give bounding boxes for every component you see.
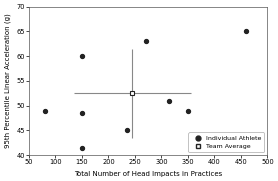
Point bbox=[125, 129, 129, 132]
X-axis label: Total Number of Head Impacts in Practices: Total Number of Head Impacts in Practice… bbox=[74, 171, 222, 177]
Point bbox=[80, 146, 84, 149]
Point bbox=[80, 112, 84, 115]
Point bbox=[186, 109, 190, 112]
Legend: Individual Athlete, Team Average: Individual Athlete, Team Average bbox=[188, 132, 264, 152]
Y-axis label: 95th Percentile Linear Acceleration (g): 95th Percentile Linear Acceleration (g) bbox=[4, 14, 11, 148]
Point bbox=[80, 55, 84, 58]
Point bbox=[167, 99, 172, 102]
Point bbox=[244, 30, 249, 33]
Point bbox=[143, 40, 148, 43]
Point bbox=[43, 109, 47, 112]
